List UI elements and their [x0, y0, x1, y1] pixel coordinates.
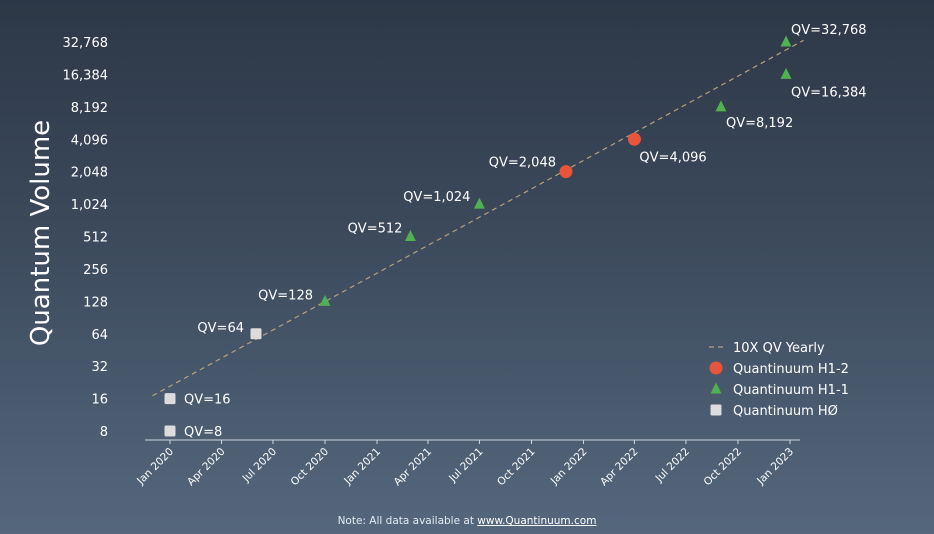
data-label: QV=16,384 [791, 85, 867, 100]
data-point-triangle [780, 67, 792, 79]
footnote-link[interactable]: www.Quantinuum.com [477, 515, 597, 527]
data-label: QV=8,192 [726, 116, 793, 131]
x-tick-label: Jan 2020 [134, 446, 176, 488]
x-tick-label: Oct 2021 [495, 446, 538, 489]
data-points [164, 35, 792, 437]
x-tick-label: Jan 2021 [341, 446, 383, 488]
x-tick-label: Jul 2022 [653, 446, 692, 485]
y-tick-label: 4,096 [71, 133, 108, 148]
data-point-triangle [780, 35, 792, 47]
data-label: QV=32,768 [791, 23, 867, 38]
legend-label: 10X QV Yearly [733, 341, 825, 356]
x-tick-label: Apr 2022 [598, 446, 641, 489]
x-tick-label: Jan 2022 [548, 446, 590, 488]
data-point-triangle [319, 294, 331, 306]
y-tick-label: 64 [91, 328, 108, 343]
data-label: QV=2,048 [489, 156, 556, 171]
legend-label: Quantinuum HØ [733, 404, 838, 419]
y-tick-label: 1,024 [71, 198, 108, 213]
y-tick-label: 8 [100, 425, 108, 440]
data-point-square [164, 393, 176, 405]
data-label: QV=8 [184, 425, 222, 440]
data-label: QV=128 [258, 288, 313, 303]
data-point-circle [559, 165, 573, 179]
legend-label: Quantinuum H1-2 [733, 362, 849, 377]
y-tick-label: 512 [83, 231, 108, 246]
y-axis-ticks: 8 16 32 64 128 256 512 1,024 2,048 4,096 8,192 16,3… [63, 36, 109, 440]
legend-label: Quantinuum H1-1 [733, 383, 849, 398]
y-axis-label: Quantum Volume [26, 120, 56, 346]
data-label: QV=16 [184, 393, 231, 408]
x-axis-ticks: Jan 2020 Apr 2020 Jul 2020 Oct 2020 Jan 2021… [134, 440, 796, 488]
legend-swatch-square [710, 404, 722, 416]
data-point-triangle [473, 197, 485, 209]
data-point-square [164, 425, 176, 437]
x-tick-label: Jul 2020 [240, 446, 279, 485]
footnote-text: Note: All data available at [337, 515, 478, 527]
trend-line [152, 39, 804, 397]
data-point-triangle [715, 100, 727, 112]
y-tick-label: 256 [83, 263, 108, 278]
y-tick-label: 16,384 [63, 68, 109, 83]
y-tick-label: 16 [91, 393, 108, 408]
x-tick-label: Oct 2020 [289, 446, 332, 489]
data-label: QV=512 [348, 222, 403, 237]
legend-swatch-circle [709, 361, 723, 375]
data-labels: QV=2,048 QV=4,096 QV=128 QV=512 QV=1,024 QV=8… [184, 23, 867, 440]
x-tick-label: Apr 2020 [185, 446, 228, 489]
x-tick-label: Jan 2023 [754, 446, 796, 488]
x-tick-label: Apr 2021 [391, 446, 434, 489]
data-label: QV=64 [197, 321, 244, 336]
y-tick-label: 8,192 [71, 101, 108, 116]
footnote: Note: All data available at www.Quantinu… [0, 515, 934, 527]
y-tick-label: 2,048 [71, 166, 108, 181]
trend-line-group [152, 39, 804, 397]
x-tick-label: Oct 2022 [701, 446, 744, 489]
data-point-triangle [404, 230, 416, 241]
legend-swatch-triangle [710, 382, 722, 394]
y-tick-label: 32 [91, 360, 108, 375]
data-point-circle [627, 132, 641, 146]
data-label: QV=4,096 [639, 150, 706, 165]
y-tick-label: 128 [83, 295, 108, 310]
legend: 10X QV Yearly Quantinuum H1-2 Quantinuum H… [709, 341, 849, 419]
x-tick-label: Jul 2021 [446, 446, 485, 485]
data-label: QV=1,024 [403, 190, 470, 205]
data-point-square [250, 328, 262, 340]
y-tick-label: 32,768 [63, 36, 109, 51]
